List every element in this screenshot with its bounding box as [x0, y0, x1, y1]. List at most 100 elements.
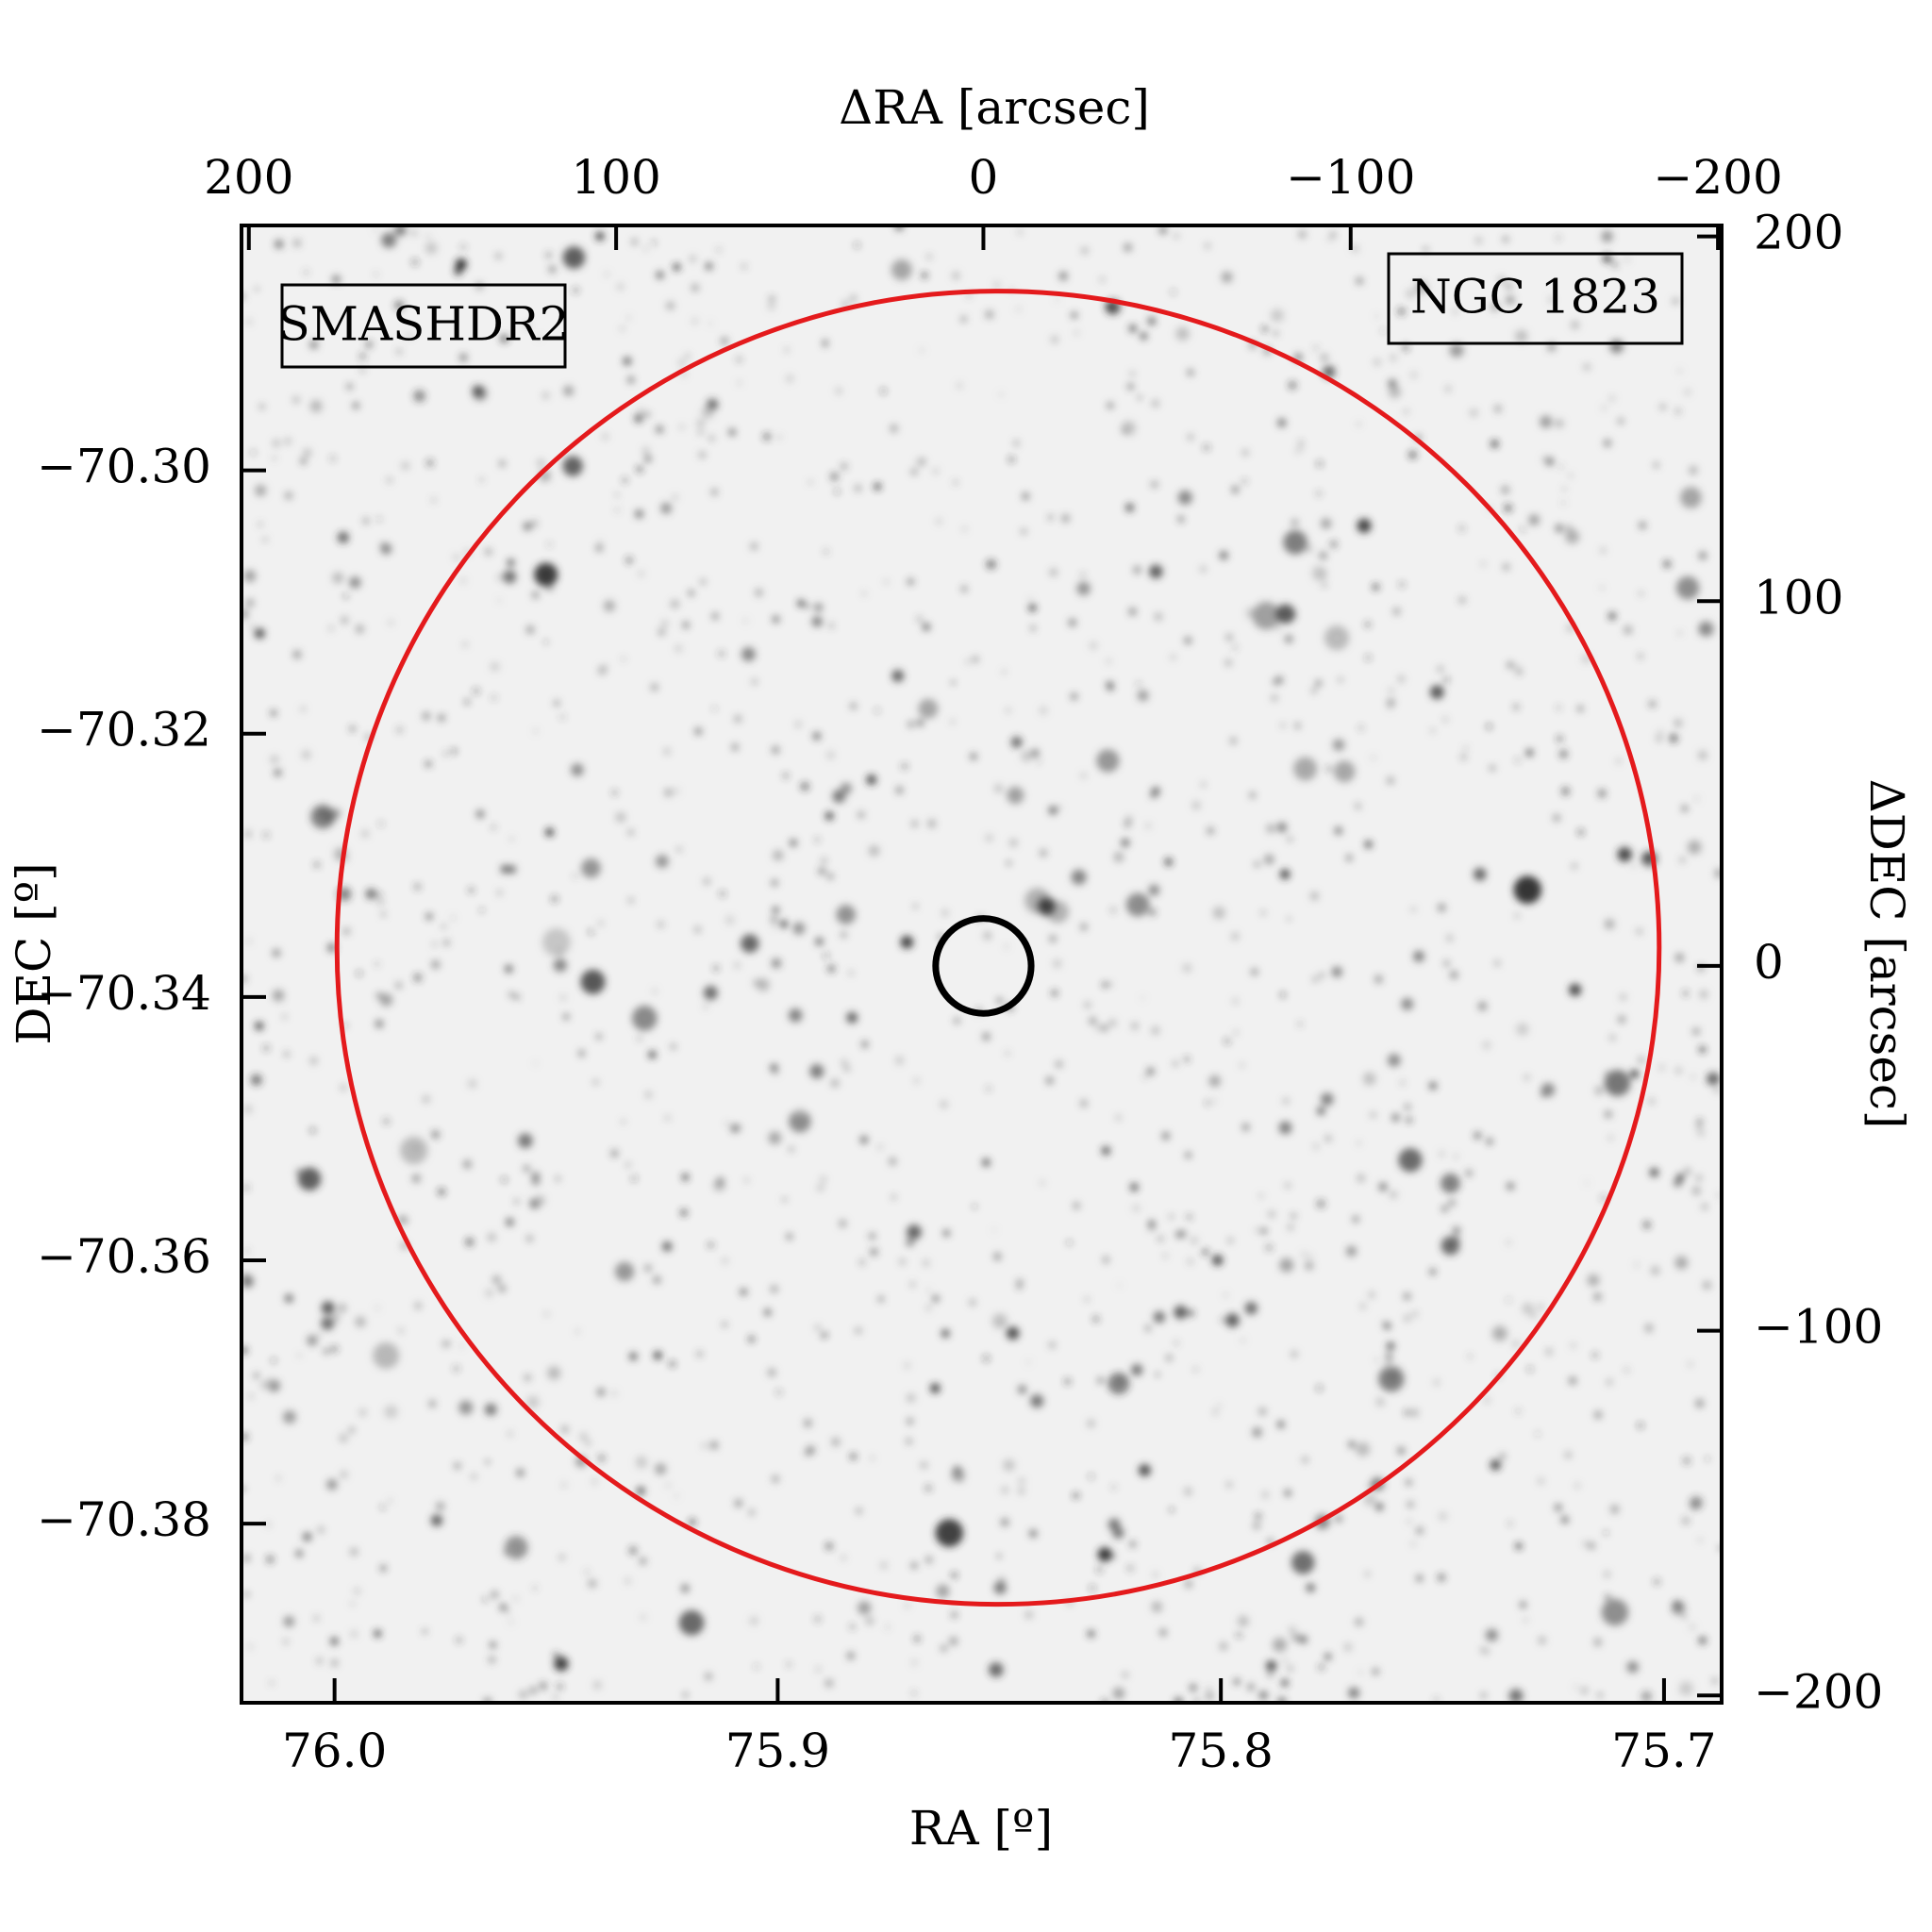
star	[1048, 515, 1053, 520]
star	[1005, 945, 1008, 949]
star	[526, 1236, 533, 1241]
star	[1252, 1427, 1262, 1438]
star	[1407, 1501, 1414, 1507]
star	[1677, 369, 1682, 374]
star	[1390, 354, 1397, 361]
star	[506, 1609, 510, 1614]
star	[1597, 789, 1607, 798]
star	[1068, 618, 1076, 627]
star	[856, 1507, 862, 1514]
star	[1675, 408, 1681, 414]
star	[1238, 1615, 1249, 1627]
star	[259, 405, 264, 409]
left-axis-title: DEC [º]	[7, 862, 61, 1044]
star	[254, 1373, 259, 1379]
star	[1355, 1618, 1363, 1626]
star	[384, 1119, 390, 1124]
star	[1442, 717, 1448, 722]
star	[1184, 1487, 1192, 1496]
star	[627, 829, 634, 836]
star	[350, 726, 356, 732]
star	[1391, 1113, 1400, 1122]
star	[1364, 622, 1371, 627]
star	[1177, 490, 1192, 505]
star	[869, 845, 880, 857]
y-tick-label: −70.30	[37, 440, 211, 494]
star	[858, 1601, 872, 1615]
star	[1306, 1583, 1315, 1592]
star	[1006, 1326, 1020, 1341]
star	[1080, 773, 1087, 778]
star	[598, 921, 604, 926]
star	[886, 1625, 890, 1629]
star	[480, 908, 484, 912]
star	[283, 1616, 294, 1627]
star	[1030, 1394, 1044, 1408]
star	[827, 873, 834, 880]
star	[553, 1652, 559, 1657]
star	[627, 376, 635, 384]
star	[1324, 1653, 1331, 1660]
star	[1692, 1027, 1700, 1035]
star	[1288, 1625, 1297, 1635]
star	[1374, 358, 1380, 366]
star	[642, 447, 649, 454]
star	[1538, 1304, 1544, 1310]
star	[1604, 1571, 1610, 1577]
star	[660, 503, 672, 514]
star	[1374, 1358, 1378, 1362]
star	[1017, 1285, 1022, 1290]
star	[713, 1179, 725, 1191]
star	[1331, 966, 1342, 977]
star	[703, 877, 710, 885]
star	[555, 1176, 560, 1181]
star	[1687, 840, 1702, 855]
star	[844, 1066, 850, 1072]
star	[832, 790, 846, 803]
star	[866, 774, 877, 785]
star	[932, 468, 939, 475]
star	[272, 990, 285, 1002]
star	[1045, 1076, 1054, 1085]
star	[1697, 1119, 1703, 1124]
star	[431, 959, 441, 969]
star	[954, 480, 958, 485]
star	[1127, 1565, 1133, 1572]
star	[1363, 1072, 1376, 1086]
star	[413, 974, 422, 982]
star	[1528, 514, 1540, 525]
star	[338, 1304, 347, 1313]
star	[671, 1044, 676, 1049]
star	[451, 748, 457, 755]
star	[1006, 708, 1010, 713]
star	[267, 1378, 275, 1386]
star	[1494, 960, 1500, 966]
star	[861, 591, 866, 596]
star	[375, 962, 379, 966]
star	[772, 1475, 779, 1483]
star	[1128, 325, 1137, 333]
star	[1277, 418, 1287, 427]
star	[283, 1410, 296, 1424]
star	[1402, 344, 1409, 351]
star	[1174, 1305, 1188, 1320]
star	[805, 1451, 810, 1457]
star	[1356, 1441, 1371, 1457]
star	[861, 1041, 869, 1048]
star	[1241, 1338, 1245, 1343]
star	[1466, 1170, 1473, 1176]
star	[596, 1034, 602, 1040]
star	[508, 1619, 513, 1624]
x2-tick-label: −200	[1653, 150, 1782, 205]
star	[1604, 1070, 1631, 1096]
star	[297, 1167, 322, 1191]
star	[682, 622, 690, 629]
star	[1388, 688, 1394, 694]
star	[1441, 1206, 1448, 1212]
star	[1314, 346, 1318, 350]
star	[935, 1519, 964, 1547]
star	[321, 1301, 335, 1315]
star	[284, 1052, 290, 1057]
star	[748, 1336, 755, 1342]
star	[1384, 1361, 1391, 1369]
